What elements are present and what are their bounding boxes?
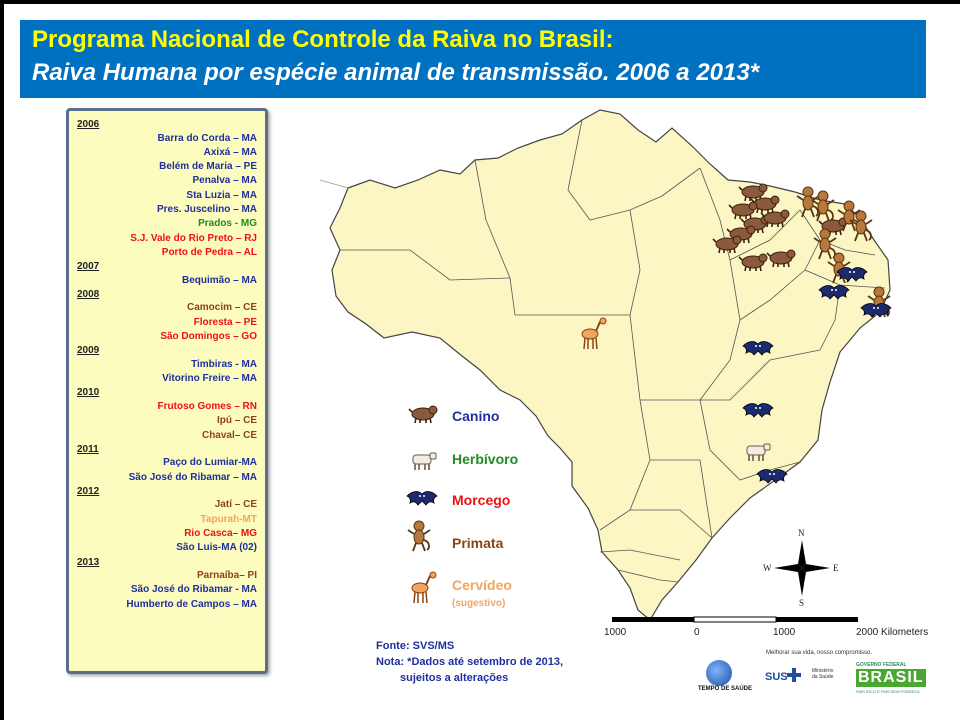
case-location: Tapurah-MT [200,513,257,525]
case-location: S.J. Vale do Rio Preto – RJ [130,232,257,244]
case-location: São José do Ribamar – MA [128,471,257,483]
legend-label-canino: Canino [452,408,500,424]
map-marker-canino-icon [760,206,790,233]
scale-label-2: 1000 [773,627,796,638]
legend-label-primata: Primata [452,535,504,551]
map-marker-canino-icon [712,232,742,259]
state-borders [340,119,886,583]
case-location: Floresta – PE [193,316,257,328]
legend-cervideo-icon [406,570,438,609]
case-location: São José do Ribamar - MA [130,584,257,596]
compass-w: W [763,563,772,573]
brazil-map [319,109,891,621]
case-location: Frutoso Gomes – RN [157,400,257,412]
year-heading: 2011 [77,443,99,455]
case-location: Belém de Maria – PE [159,161,257,173]
cases-list-panel: 2006 Barra do Corda – MA Axixá – MA Belém d… [66,108,268,674]
map-marker-primata-icon [812,228,838,265]
map-marker-canino-icon [766,246,796,273]
top-border [0,0,960,4]
title-bar: Programa Nacional de Controle da Raiva n… [20,20,926,98]
scale-label-0: 1000 [604,627,627,638]
map-marker-cervideo-icon [576,316,608,355]
case-location: Porto de Pedra – AL [161,246,257,258]
sus-cross-icon [787,668,801,682]
map-marker-herbivoro-icon [742,440,772,467]
brasil-tagline: PAÍS RICO É PAÍS SEM POBREZA [856,689,920,694]
tempo-de-saude-text: TEMPO DE SAÚDE [698,686,753,692]
map-marker-morcego-icon [742,400,774,427]
title-line-1: Programa Nacional de Controle da Raiva n… [32,26,614,53]
map-marker-primata-icon [810,190,836,227]
case-location: Parnaíba– PI [196,570,257,582]
year-heading: 2007 [77,261,100,273]
map-marker-morcego-icon [860,300,892,327]
year-heading: 2008 [77,288,100,300]
year-heading: 2012 [77,485,100,497]
year-heading: 2010 [77,387,100,399]
map-marker-canino-icon [728,198,758,225]
map-marker-morcego-icon [836,264,868,291]
governo-federal-text: GOVERNO FEDERAL [856,662,907,668]
map-marker-morcego-icon [818,282,850,309]
title-line-2: Raiva Humana por espécie animal de trans… [32,59,760,86]
case-location: Rio Casca– MG [184,528,257,540]
legend-label-herbivoro: Herbívoro [452,451,519,467]
legend-herbivoro-icon [408,449,438,476]
map-marker-morcego-icon [756,466,788,493]
case-location: Timbiras - MA [191,358,257,370]
tempo-de-saude-logo [706,660,732,686]
case-location: Paço do Lumiar-MA [163,457,257,469]
compass-s: S [799,598,805,608]
case-location: São Luis-MA (02) [176,542,257,554]
compass-icon [774,540,830,596]
map-area [300,100,940,660]
legend-label-cervideo: Cervídeo [452,577,512,593]
map-marker-canino-icon [738,250,768,277]
footer-tagline: Melhorar sua vida, nosso compromisso. [766,650,873,656]
map-marker-primata-icon [848,210,874,247]
map-marker-canino-icon [738,180,768,207]
case-location: Penalva – MA [192,175,257,187]
scale-bar-graphic [612,616,858,623]
legend-primata-icon [406,520,432,557]
map-marker-primata-icon [795,186,821,223]
scale-label-1: 0 [694,627,700,638]
case-location: Vitorino Freire – MA [162,373,257,385]
case-location: Chaval– CE [201,429,257,441]
case-location: São Domingos – GO [160,331,257,343]
case-location: Humberto de Campos – MA [126,598,257,610]
map-marker-morcego-icon [742,338,774,365]
case-location: Sta Luzia – MA [186,189,257,201]
legend-cervideo-note: (sugestivo) [452,598,506,609]
case-location: Ipú – CE [216,415,257,427]
legend-morcego-icon [406,488,438,515]
case-location: Axixá – MA [203,146,257,158]
case-location: Jatí – CE [214,499,257,511]
year-heading: 2009 [77,345,100,357]
case-location: Barra do Corda – MA [157,132,257,144]
case-location: Pres. Juscelino – MA [156,203,257,215]
legend-label-morcego: Morcego [452,492,511,508]
sus-logo-text: SUS [765,671,788,683]
legend-canino-icon [408,402,438,429]
compass-n: N [798,528,805,538]
cases-list: 2006 Barra do Corda – MA Axixá – MA Belém d… [77,118,257,612]
case-location: Prados - MG [198,218,257,230]
brasil-logo: BRASIL [856,669,926,687]
data-note-1: Nota: *Dados até setembro de 2013, [376,656,564,668]
ministerio-text: Ministério da Saúde [812,668,834,680]
year-heading: 2013 [77,556,100,568]
compass-e: E [833,563,839,573]
case-location: Camocim – CE [186,302,257,314]
data-note-2: sujeitos a alterações [400,672,509,684]
left-border [0,0,4,720]
source-note: Fonte: SVS/MS [376,640,455,652]
scale-label-3: 2000 Kilometers [856,627,929,638]
year-heading: 2006 [77,119,100,130]
case-location: Bequimão – MA [181,274,257,286]
